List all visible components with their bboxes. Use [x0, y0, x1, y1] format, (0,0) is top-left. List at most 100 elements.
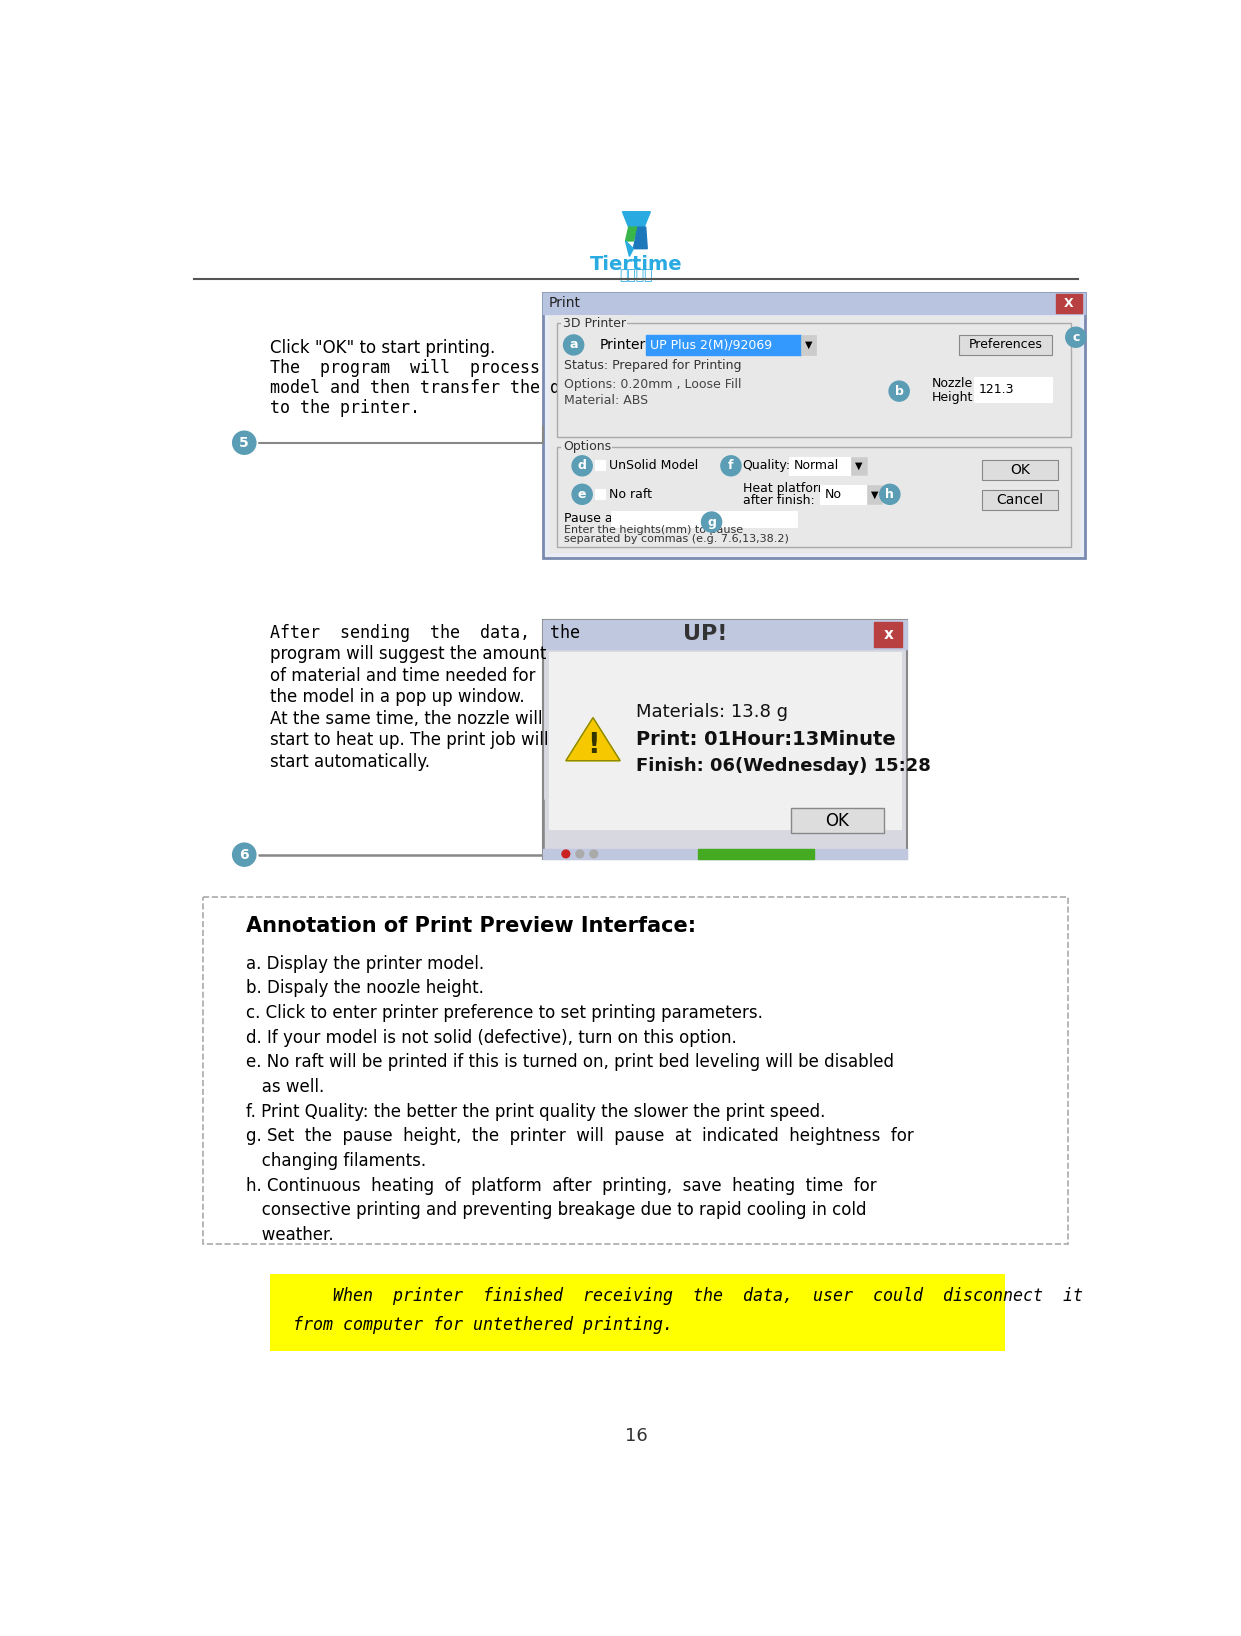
Text: Annotation of Print Preview Interface:: Annotation of Print Preview Interface:	[246, 916, 696, 936]
Circle shape	[563, 335, 583, 355]
FancyBboxPatch shape	[982, 489, 1059, 510]
Text: h: h	[885, 488, 895, 501]
Bar	[542, 849, 907, 859]
Text: 太三时代: 太三时代	[619, 268, 653, 283]
Text: f. Print Quality: the better the print quality the slower the print speed.: f. Print Quality: the better the print q…	[246, 1103, 825, 1121]
Bar	[549, 653, 901, 829]
Text: At the same time, the nozzle will: At the same time, the nozzle will	[269, 710, 542, 728]
Text: the model in a pop up window.: the model in a pop up window.	[269, 689, 525, 707]
Text: !: !	[587, 731, 599, 759]
Text: h. Continuous  heating  of  platform  after  printing,  save  heating  time  for: h. Continuous heating of platform after …	[246, 1176, 876, 1194]
Text: After  sending  the  data,  the: After sending the data, the	[269, 623, 580, 641]
Text: 6: 6	[240, 847, 249, 862]
Text: Quality:: Quality:	[742, 460, 791, 473]
Text: Enter the heights(mm) to pause: Enter the heights(mm) to pause	[565, 525, 743, 535]
Text: Heat platform: Heat platform	[742, 483, 829, 496]
Bar	[645, 335, 800, 355]
Bar	[974, 378, 1052, 402]
Bar	[875, 622, 902, 646]
Text: ▼: ▼	[855, 461, 862, 471]
Text: consective printing and preventing breakage due to rapid cooling in cold: consective printing and preventing break…	[246, 1201, 866, 1219]
Circle shape	[889, 381, 910, 401]
Text: No raft: No raft	[609, 488, 653, 501]
Polygon shape	[633, 227, 648, 249]
Circle shape	[232, 843, 256, 865]
Text: Options: 0.20mm , Loose Fill: Options: 0.20mm , Loose Fill	[565, 378, 742, 391]
Circle shape	[701, 512, 722, 532]
Text: separated by commas (e.g. 7.6,13,38.2): separated by commas (e.g. 7.6,13,38.2)	[565, 533, 789, 543]
Text: No: No	[825, 488, 841, 501]
FancyBboxPatch shape	[556, 324, 1071, 437]
Text: Materials: 13.8 g: Materials: 13.8 g	[635, 703, 788, 721]
FancyBboxPatch shape	[791, 808, 884, 833]
Bar	[1056, 294, 1082, 312]
Text: Status: Prepared for Printing: Status: Prepared for Printing	[565, 360, 742, 373]
Circle shape	[880, 484, 900, 504]
Text: UnSolid Model: UnSolid Model	[609, 460, 699, 473]
Text: as well.: as well.	[246, 1078, 324, 1096]
Text: The  program  will  process  the: The program will process the	[269, 358, 589, 376]
FancyBboxPatch shape	[204, 897, 1069, 1243]
Bar	[789, 456, 866, 474]
Text: to the printer.: to the printer.	[269, 399, 419, 417]
Bar	[611, 510, 797, 527]
Bar	[866, 484, 882, 504]
Text: b. Dispaly the noozle height.: b. Dispaly the noozle height.	[246, 980, 484, 998]
Text: 3D Printer: 3D Printer	[562, 317, 625, 330]
Text: 121.3: 121.3	[978, 383, 1014, 396]
Circle shape	[721, 456, 741, 476]
Bar	[596, 460, 606, 471]
Text: Height:: Height:	[932, 391, 978, 404]
Text: 16: 16	[625, 1427, 648, 1445]
Text: Click "OK" to start printing.: Click "OK" to start printing.	[269, 339, 495, 357]
Text: When  printer  finished  receiving  the  data,  user  could  disconnect  it: When printer finished receiving the data…	[293, 1288, 1083, 1306]
Circle shape	[572, 484, 592, 504]
Polygon shape	[625, 227, 638, 240]
Polygon shape	[566, 718, 620, 761]
Text: UP Plus 2(M)/92069: UP Plus 2(M)/92069	[650, 339, 772, 352]
Text: start automatically.: start automatically.	[269, 753, 429, 771]
Text: ▼: ▼	[871, 489, 879, 499]
Text: X: X	[1064, 296, 1073, 309]
Circle shape	[1066, 327, 1086, 347]
Circle shape	[232, 432, 256, 455]
Text: c. Click to enter printer preference to set printing parameters.: c. Click to enter printer preference to …	[246, 1005, 763, 1022]
FancyBboxPatch shape	[269, 1274, 1004, 1351]
Text: OK: OK	[1010, 463, 1030, 478]
Circle shape	[562, 851, 570, 857]
Text: Nozzle: Nozzle	[932, 376, 973, 389]
Text: Cancel: Cancel	[997, 492, 1044, 507]
Bar	[820, 484, 882, 504]
Text: a: a	[570, 339, 578, 352]
Text: a. Display the printer model.: a. Display the printer model.	[246, 955, 484, 973]
Text: Material: ABS: Material: ABS	[565, 394, 649, 407]
Text: g: g	[707, 515, 716, 528]
Text: Finish: 06(Wednesday) 15:28: Finish: 06(Wednesday) 15:28	[635, 757, 931, 775]
Text: model and then transfer the data: model and then transfer the data	[269, 380, 589, 398]
Text: c: c	[1072, 330, 1080, 344]
Text: Pause at:: Pause at:	[565, 512, 622, 525]
Text: Preferences: Preferences	[968, 339, 1042, 352]
Text: Options: Options	[562, 440, 611, 453]
Text: of material and time needed for: of material and time needed for	[269, 667, 535, 685]
Bar	[697, 849, 814, 859]
Text: e. No raft will be printed if this is turned on, print bed leveling will be disa: e. No raft will be printed if this is tu…	[246, 1054, 894, 1072]
FancyBboxPatch shape	[542, 620, 907, 859]
Text: d. If your model is not solid (defective), turn on this option.: d. If your model is not solid (defective…	[246, 1029, 737, 1047]
Circle shape	[572, 456, 592, 476]
Text: after finish:: after finish:	[742, 494, 814, 507]
Text: g. Set  the  pause  height,  the  printer  will  pause  at  indicated  heightnes: g. Set the pause height, the printer wil…	[246, 1127, 913, 1145]
Text: ▼: ▼	[804, 340, 812, 350]
Text: start to heat up. The print job will: start to heat up. The print job will	[269, 731, 549, 749]
Text: Printer:: Printer:	[599, 339, 650, 352]
Bar	[549, 316, 1078, 551]
Text: program will suggest the amount: program will suggest the amount	[269, 645, 546, 663]
Text: Normal: Normal	[794, 460, 839, 473]
Text: Tiertime: Tiertime	[589, 255, 683, 273]
Text: OK: OK	[825, 811, 849, 829]
FancyBboxPatch shape	[556, 447, 1071, 546]
Bar	[542, 620, 907, 649]
Text: changing filaments.: changing filaments.	[246, 1152, 426, 1170]
Bar	[800, 335, 817, 355]
Text: from computer for untethered printing.: from computer for untethered printing.	[293, 1315, 673, 1333]
